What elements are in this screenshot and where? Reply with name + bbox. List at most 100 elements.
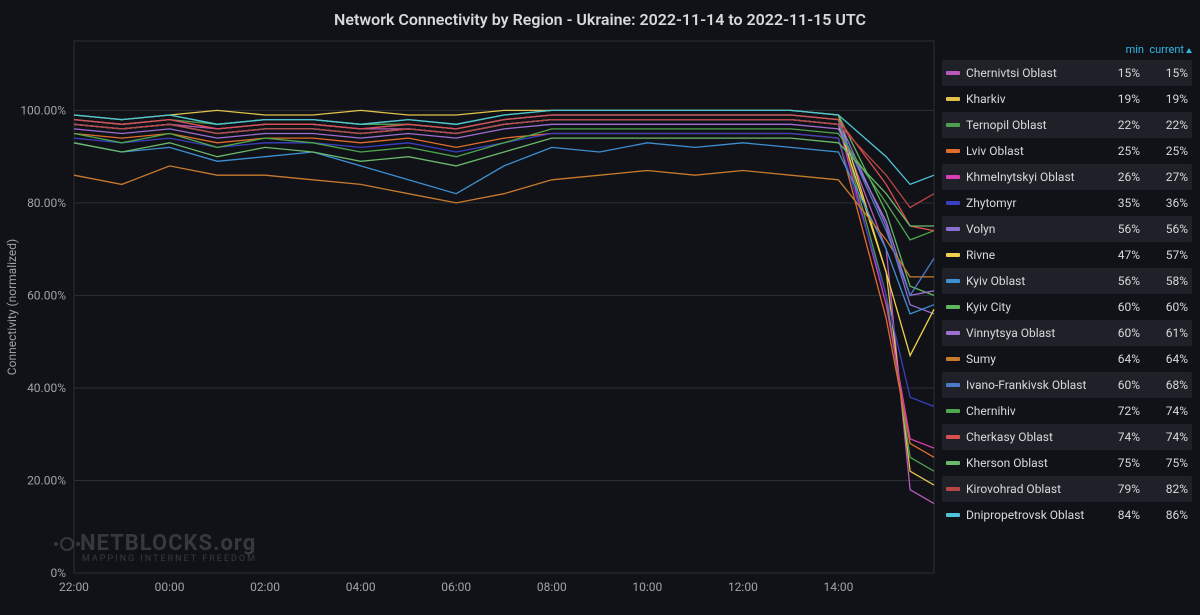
legend-label: Cherkasy Oblast <box>966 430 1092 444</box>
series-line <box>74 166 934 277</box>
legend-current-value: 75% <box>1140 456 1188 470</box>
legend-swatch <box>946 461 960 465</box>
legend-row[interactable]: Kharkiv19%19% <box>942 86 1192 112</box>
legend-swatch <box>946 357 960 361</box>
svg-text:0%: 0% <box>50 566 66 580</box>
legend-swatch <box>946 227 960 231</box>
legend-label: Sumy <box>966 352 1092 366</box>
legend-col-min[interactable]: min <box>1096 43 1144 56</box>
legend-min-value: 56% <box>1092 222 1140 236</box>
legend-min-value: 72% <box>1092 404 1140 418</box>
legend-label: Kyiv City <box>966 300 1092 314</box>
legend-current-value: 25% <box>1140 144 1188 158</box>
series-line <box>74 124 934 295</box>
legend-row[interactable]: Kyiv City60%60% <box>942 294 1192 320</box>
svg-text:10:00: 10:00 <box>632 580 662 594</box>
legend-current-value: 74% <box>1140 404 1188 418</box>
svg-text:80.00%: 80.00% <box>27 196 66 210</box>
legend-swatch <box>946 513 960 517</box>
legend-label: Khmelnytskyi Oblast <box>966 170 1092 184</box>
legend-label: Volyn <box>966 222 1092 236</box>
chart-area: 0%20.00%40.00%60.00%80.00%100.00%22:0000… <box>0 33 942 614</box>
legend-row[interactable]: Lviv Oblast25%25% <box>942 138 1192 164</box>
legend-min-value: 60% <box>1092 300 1140 314</box>
series-line <box>74 129 934 240</box>
legend-row[interactable]: Chernihiv72%74% <box>942 398 1192 424</box>
legend-row[interactable]: Ivano-Frankivsk Oblast60%68% <box>942 372 1192 398</box>
legend-label: Chernihiv <box>966 404 1092 418</box>
series-line <box>74 138 934 226</box>
legend-label: Kyiv Oblast <box>966 274 1092 288</box>
legend-min-value: 79% <box>1092 482 1140 496</box>
svg-text:60.00%: 60.00% <box>27 288 66 302</box>
legend-label: Rivne <box>966 248 1092 262</box>
legend-row[interactable]: Sumy64%64% <box>942 346 1192 372</box>
legend-label: Kirovohrad Oblast <box>966 482 1092 496</box>
legend-swatch <box>946 409 960 413</box>
legend-min-value: 19% <box>1092 92 1140 106</box>
legend-row[interactable]: Khmelnytskyi Oblast26%27% <box>942 164 1192 190</box>
series-line <box>74 143 934 314</box>
legend-row[interactable]: Kyiv Oblast56%58% <box>942 268 1192 294</box>
legend-swatch <box>946 487 960 491</box>
legend-current-value: 60% <box>1140 300 1188 314</box>
legend-swatch <box>946 97 960 101</box>
svg-text:40.00%: 40.00% <box>27 381 66 395</box>
legend-min-value: 35% <box>1092 196 1140 210</box>
legend-row[interactable]: Volyn56%56% <box>942 216 1192 242</box>
svg-text:12:00: 12:00 <box>728 580 758 594</box>
legend-current-value: 36% <box>1140 196 1188 210</box>
svg-text:02:00: 02:00 <box>250 580 280 594</box>
legend-row[interactable]: Vinnytsya Oblast60%61% <box>942 320 1192 346</box>
legend-swatch <box>946 383 960 387</box>
svg-text:00:00: 00:00 <box>155 580 185 594</box>
svg-text:06:00: 06:00 <box>441 580 471 594</box>
legend-rows: Chernivtsi Oblast15%15%Kharkiv19%19%Tern… <box>942 60 1192 528</box>
legend-swatch <box>946 305 960 309</box>
legend-current-value: 58% <box>1140 274 1188 288</box>
legend-current-value: 64% <box>1140 352 1188 366</box>
legend-label: Kherson Oblast <box>966 456 1092 470</box>
legend-header: min current <box>942 43 1192 60</box>
legend-label: Lviv Oblast <box>966 144 1092 158</box>
legend-row[interactable]: Dnipropetrovsk Oblast84%86% <box>942 502 1192 528</box>
svg-text:04:00: 04:00 <box>346 580 376 594</box>
legend-min-value: 74% <box>1092 430 1140 444</box>
svg-text:100.00%: 100.00% <box>20 103 66 117</box>
legend-current-value: 27% <box>1140 170 1188 184</box>
legend-min-value: 22% <box>1092 118 1140 132</box>
svg-text:20.00%: 20.00% <box>27 473 66 487</box>
svg-text:Connectivity (normalized): Connectivity (normalized) <box>5 239 19 375</box>
legend-label: Dnipropetrovsk Oblast <box>966 508 1092 522</box>
legend-min-value: 25% <box>1092 144 1140 158</box>
legend-current-value: 19% <box>1140 92 1188 106</box>
legend-row[interactable]: Kirovohrad Oblast79%82% <box>942 476 1192 502</box>
legend-row[interactable]: Ternopil Oblast22%22% <box>942 112 1192 138</box>
legend-swatch <box>946 149 960 153</box>
line-chart-svg: 0%20.00%40.00%60.00%80.00%100.00%22:0000… <box>0 33 942 613</box>
chart-panel: Network Connectivity by Region - Ukraine… <box>0 0 1200 615</box>
svg-text:14:00: 14:00 <box>823 580 853 594</box>
series-line <box>74 120 934 356</box>
legend-row[interactable]: Zhytomyr35%36% <box>942 190 1192 216</box>
legend-current-value: 56% <box>1140 222 1188 236</box>
legend-swatch <box>946 279 960 283</box>
legend-min-value: 60% <box>1092 326 1140 340</box>
legend-label: Zhytomyr <box>966 196 1092 210</box>
legend-min-value: 64% <box>1092 352 1140 366</box>
legend-min-value: 60% <box>1092 378 1140 392</box>
legend-label: Chernivtsi Oblast <box>966 66 1092 80</box>
series-line <box>74 120 934 296</box>
legend-label: Ivano-Frankivsk Oblast <box>966 378 1092 392</box>
legend-swatch <box>946 123 960 127</box>
panel-body: 0%20.00%40.00%60.00%80.00%100.00%22:0000… <box>0 33 1200 614</box>
legend-current-value: 82% <box>1140 482 1188 496</box>
legend-row[interactable]: Kherson Oblast75%75% <box>942 450 1192 476</box>
legend: min current Chernivtsi Oblast15%15%Khark… <box>942 33 1200 614</box>
legend-col-current[interactable]: current <box>1144 43 1192 56</box>
legend-swatch <box>946 201 960 205</box>
legend-row[interactable]: Rivne47%57% <box>942 242 1192 268</box>
legend-row[interactable]: Cherkasy Oblast74%74% <box>942 424 1192 450</box>
legend-swatch <box>946 175 960 179</box>
legend-row[interactable]: Chernivtsi Oblast15%15% <box>942 60 1192 86</box>
